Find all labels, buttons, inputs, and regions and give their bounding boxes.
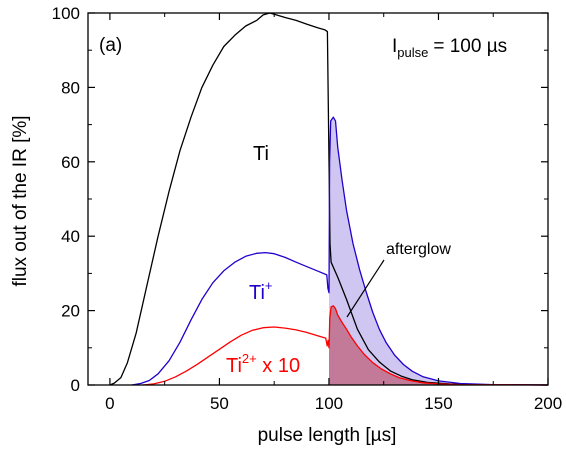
afterglow-fill-2 [329,305,548,385]
afterglow-fills [329,117,548,385]
series-label-ti2plus: Ti2+ x 10 [226,351,300,377]
x-axis-title: pulse length [µs] [258,425,397,446]
x-tick-label: 150 [424,394,452,413]
series-label-ti-base: Ti [253,143,269,165]
pulse-value: = 100 µs [433,36,507,57]
y-tick-label: 80 [61,78,80,97]
y-tick-label: 20 [61,302,80,321]
pulse-subscript: pulse [397,45,428,60]
x-tick-label: 0 [105,394,114,413]
x-tick-label: 100 [315,394,343,413]
series-line-1 [131,116,549,386]
afterglow-pointer [346,259,385,318]
afterglow-label: afterglow [386,241,451,258]
series-line-0 [109,12,549,386]
series-label-ti-plus: Ti+ [249,278,273,304]
pulse-symbol: I [392,36,397,57]
series-label-ti-plus-base: Ti [249,282,265,304]
plot-frame [87,12,549,386]
y-tick-label: 100 [52,4,80,23]
axes: 0 50 100 150 200 0 20 40 60 80 100 [52,4,563,413]
x-tick-label: 50 [210,394,229,413]
y-axis-title: flux out of the IR [%] [10,115,31,286]
series-label-ti: Ti [253,143,269,165]
series-lines [109,12,549,386]
series-label-ti2plus-base: Ti [226,355,242,377]
series-line-2 [142,305,549,386]
panel-label: (a) [99,35,122,56]
y-tick-label: 0 [71,376,80,395]
series-label-ti2plus-suffix: x 10 [257,355,300,377]
pulse-annotation: Ipulse = 100 µs [392,36,507,60]
x-tick-label: 200 [534,394,562,413]
series-label-ti2plus-sup: 2+ [242,351,257,366]
series-label-ti-plus-sup: + [265,278,273,293]
y-tick-label: 40 [61,227,80,246]
y-tick-label: 60 [61,153,80,172]
